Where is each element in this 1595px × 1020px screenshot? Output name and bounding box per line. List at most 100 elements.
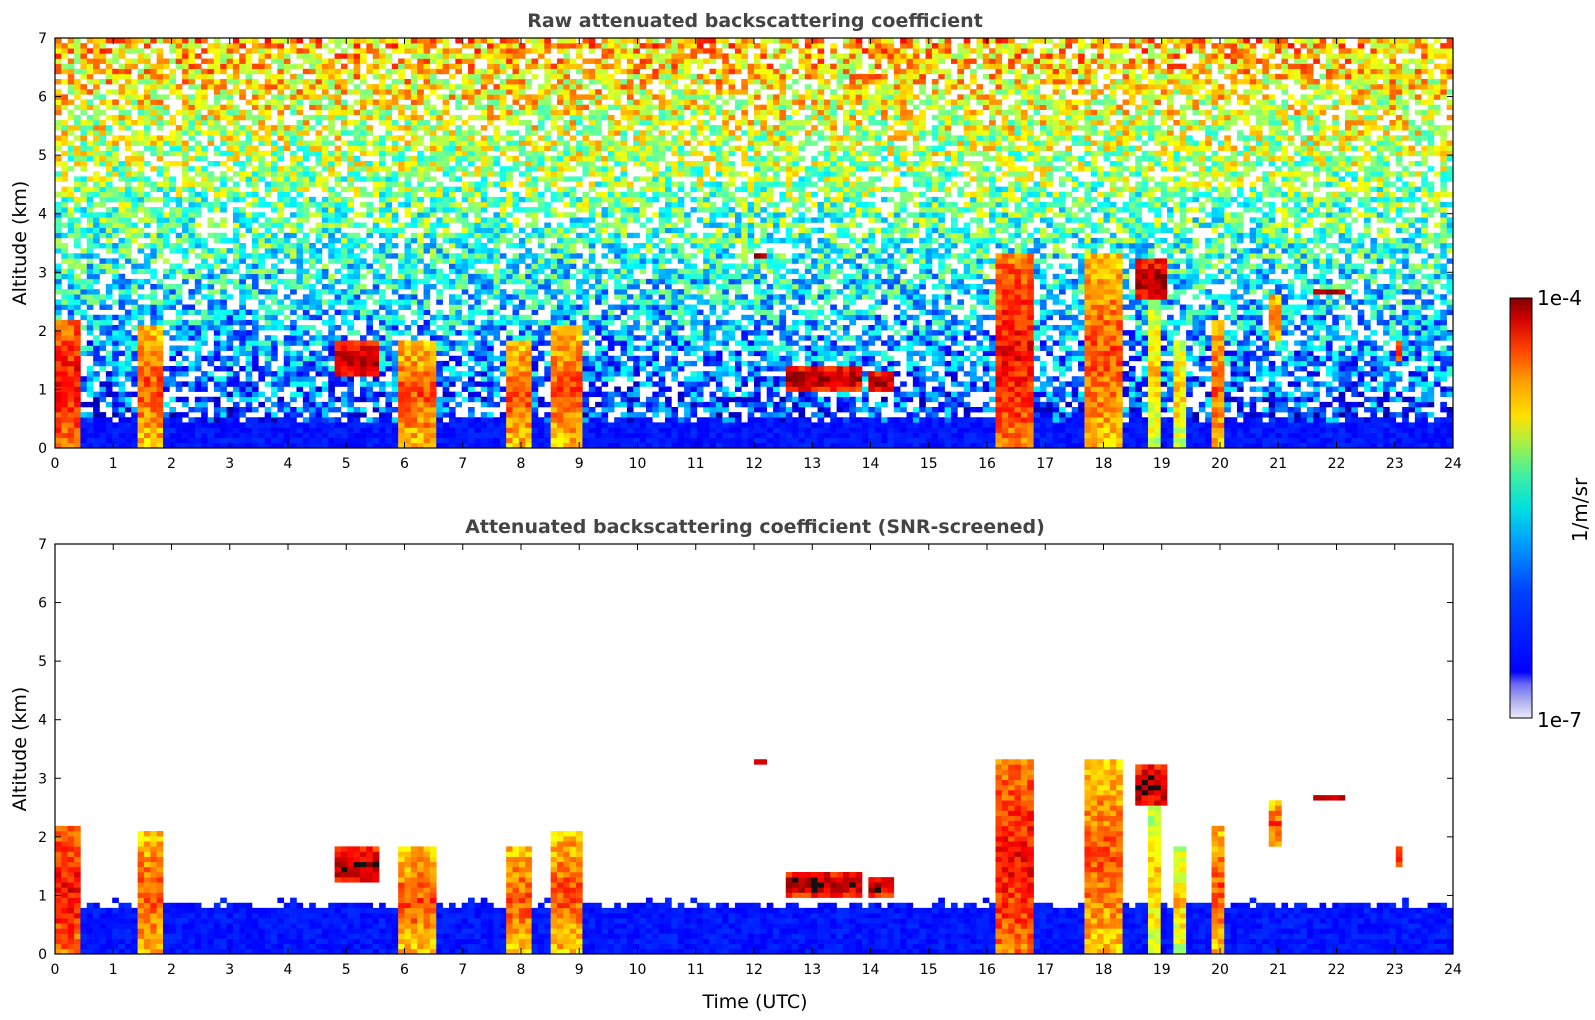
heatmap-cell (405, 156, 412, 161)
heatmap-cell (385, 310, 392, 315)
heatmap-cell (328, 376, 335, 381)
heatmap-cell (417, 69, 424, 74)
heatmap-cell (74, 79, 81, 84)
heatmap-cell (277, 176, 284, 181)
heatmap-cell (125, 110, 132, 115)
heatmap-cell (411, 371, 418, 376)
heatmap-cell (246, 330, 253, 335)
heatmap-cell (74, 330, 81, 335)
heatmap-cell (125, 428, 132, 433)
heatmap-cell (68, 361, 75, 366)
heatmap-cell (468, 340, 475, 345)
heatmap-cell (80, 207, 87, 212)
heatmap-cell (436, 146, 443, 151)
heatmap-cell (106, 417, 113, 422)
heatmap-cell (277, 223, 284, 228)
heatmap-cell (341, 402, 348, 407)
heatmap-cell (252, 135, 259, 140)
heatmap-cell (131, 59, 138, 64)
heatmap-cell (538, 351, 545, 356)
heatmap-cell (487, 315, 494, 320)
heatmap-cell (169, 289, 176, 294)
heatmap-cell (398, 202, 405, 207)
heatmap-cell (68, 407, 75, 412)
heatmap-cell (500, 351, 507, 356)
heatmap-cell (557, 330, 564, 335)
heatmap-cell (258, 156, 265, 161)
heatmap-cell (258, 223, 265, 228)
heatmap-cell (157, 417, 164, 422)
heatmap-cell (214, 253, 221, 258)
heatmap-cell (55, 284, 62, 289)
heatmap-cell (557, 428, 564, 433)
heatmap-cell (55, 79, 62, 84)
heatmap-cell (309, 258, 316, 263)
heatmap-cell (233, 243, 240, 248)
heatmap-cell (93, 105, 100, 110)
heatmap-cell (303, 233, 310, 238)
heatmap-cell (551, 264, 558, 269)
heatmap-cell (481, 53, 488, 58)
heatmap-cell (176, 141, 183, 146)
heatmap-cell (138, 310, 145, 315)
heatmap-cell (443, 325, 450, 330)
heatmap-cell (93, 53, 100, 58)
heatmap-cell (106, 212, 113, 217)
heatmap-cell (443, 197, 450, 202)
heatmap-cell (398, 330, 405, 335)
heatmap-cell (563, 284, 570, 289)
heatmap-cell (525, 340, 532, 345)
heatmap-cell (303, 217, 310, 222)
heatmap-cell (417, 392, 424, 397)
heatmap-cell (322, 428, 329, 433)
heatmap-cell (227, 335, 234, 340)
heatmap-cell (373, 187, 380, 192)
heatmap-cell (563, 161, 570, 166)
heatmap-cell (373, 274, 380, 279)
heatmap-cell (68, 433, 75, 438)
heatmap-cell (252, 187, 259, 192)
heatmap-cell (455, 187, 462, 192)
heatmap-cell (411, 269, 418, 274)
heatmap-cell (144, 371, 151, 376)
heatmap-cell (271, 289, 278, 294)
heatmap-cell (157, 248, 164, 253)
heatmap-cell (125, 48, 132, 53)
heatmap-cell (163, 151, 170, 156)
heatmap-cell (284, 105, 291, 110)
heatmap-cell (538, 330, 545, 335)
heatmap-cell (532, 176, 539, 181)
heatmap-cell (220, 361, 227, 366)
heatmap-cell (106, 238, 113, 243)
heatmap-cell (119, 371, 126, 376)
heatmap-cell (506, 422, 513, 427)
heatmap-cell (519, 274, 526, 279)
heatmap-cell (405, 130, 412, 135)
heatmap-cell (373, 346, 380, 351)
heatmap-cell (532, 253, 539, 258)
heatmap-cell (220, 320, 227, 325)
heatmap-cell (366, 361, 373, 366)
heatmap-cell (239, 346, 246, 351)
heatmap-cell (424, 146, 431, 151)
heatmap-cell (277, 438, 284, 443)
heatmap-cell (296, 253, 303, 258)
heatmap-cell (398, 89, 405, 94)
heatmap-cell (233, 156, 240, 161)
heatmap-cell (468, 202, 475, 207)
heatmap-cell (468, 171, 475, 176)
heatmap-cell (468, 69, 475, 74)
heatmap-cell (335, 335, 342, 340)
heatmap-cell (290, 197, 297, 202)
heatmap-cell (316, 299, 323, 304)
heatmap-cell (341, 361, 348, 366)
heatmap-cell (563, 228, 570, 233)
heatmap-cell (366, 381, 373, 386)
heatmap-cell (544, 182, 551, 187)
heatmap-cell (519, 105, 526, 110)
heatmap-cell (360, 120, 367, 125)
heatmap-cell (227, 238, 234, 243)
heatmap-cell (544, 412, 551, 417)
heatmap-cell (322, 94, 329, 99)
heatmap-cell (328, 274, 335, 279)
